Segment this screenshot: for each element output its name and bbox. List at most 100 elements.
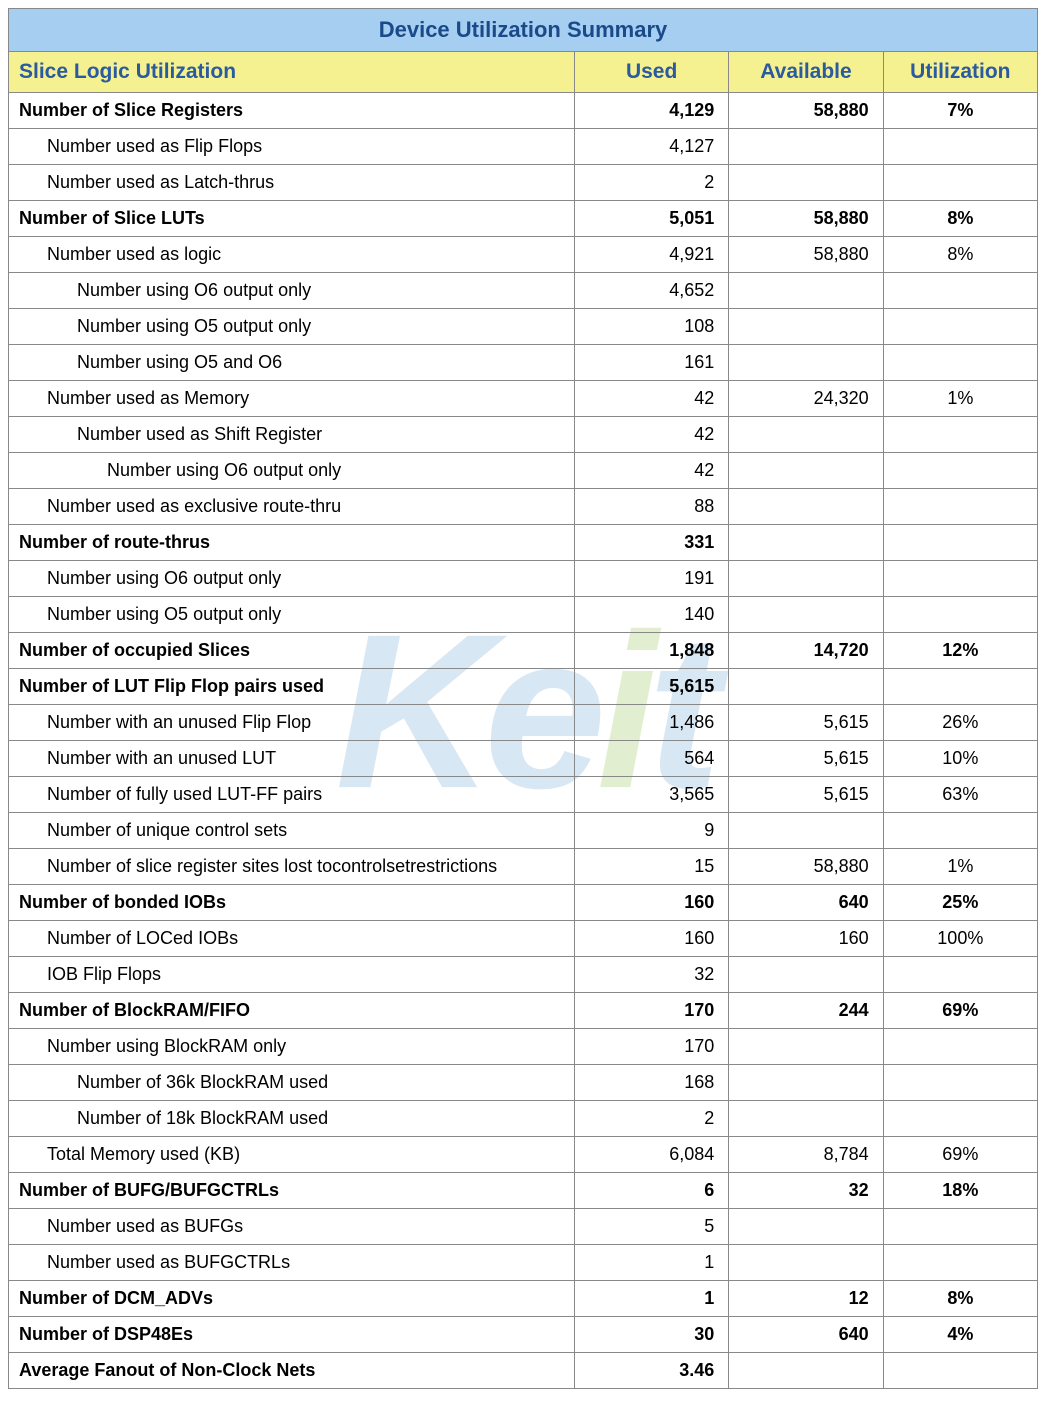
row-available: [729, 597, 883, 633]
row-used: 15: [574, 849, 728, 885]
row-label: Number used as logic: [9, 237, 575, 273]
row-utilization: [883, 345, 1037, 381]
row-available: [729, 129, 883, 165]
row-available: [729, 1209, 883, 1245]
row-utilization: [883, 1209, 1037, 1245]
row-utilization: [883, 489, 1037, 525]
row-utilization: [883, 1245, 1037, 1281]
row-label: Number of BUFG/BUFGCTRLs: [9, 1173, 575, 1209]
table-row: Number using O6 output only191: [9, 561, 1038, 597]
row-available: 5,615: [729, 741, 883, 777]
row-used: 4,127: [574, 129, 728, 165]
row-label: Number of BlockRAM/FIFO: [9, 993, 575, 1029]
table-row: Number using O5 output only108: [9, 309, 1038, 345]
row-utilization: [883, 309, 1037, 345]
table-row: Number with an unused Flip Flop1,4865,61…: [9, 705, 1038, 741]
row-used: 331: [574, 525, 728, 561]
row-available: 14,720: [729, 633, 883, 669]
row-available: 24,320: [729, 381, 883, 417]
row-utilization: 12%: [883, 633, 1037, 669]
row-available: 640: [729, 1317, 883, 1353]
table-row: Number of BlockRAM/FIFO17024469%: [9, 993, 1038, 1029]
row-label: Number of Slice LUTs: [9, 201, 575, 237]
row-utilization: 25%: [883, 885, 1037, 921]
utilization-summary-table: Device Utilization Summary Slice Logic U…: [8, 8, 1038, 1389]
row-used: 2: [574, 1101, 728, 1137]
row-available: [729, 561, 883, 597]
row-utilization: 10%: [883, 741, 1037, 777]
row-available: 160: [729, 921, 883, 957]
row-utilization: [883, 561, 1037, 597]
row-available: [729, 1353, 883, 1389]
row-available: [729, 957, 883, 993]
col-header-available: Available: [729, 52, 883, 93]
row-used: 3,565: [574, 777, 728, 813]
table-row: Average Fanout of Non-Clock Nets3.46: [9, 1353, 1038, 1389]
row-used: 4,921: [574, 237, 728, 273]
row-available: 640: [729, 885, 883, 921]
row-available: [729, 813, 883, 849]
row-label: Number used as Memory: [9, 381, 575, 417]
row-available: 8,784: [729, 1137, 883, 1173]
table-row: Number used as Shift Register42: [9, 417, 1038, 453]
table-row: Number used as exclusive route-thru88: [9, 489, 1038, 525]
row-label: IOB Flip Flops: [9, 957, 575, 993]
row-available: 58,880: [729, 93, 883, 129]
table-row: Number of DSP48Es306404%: [9, 1317, 1038, 1353]
row-used: 1: [574, 1281, 728, 1317]
row-label: Number used as Latch-thrus: [9, 165, 575, 201]
row-used: 5: [574, 1209, 728, 1245]
row-label: Number of 36k BlockRAM used: [9, 1065, 575, 1101]
row-label: Number used as BUFGCTRLs: [9, 1245, 575, 1281]
col-header-label: Slice Logic Utilization: [9, 52, 575, 93]
row-utilization: [883, 525, 1037, 561]
row-utilization: [883, 273, 1037, 309]
row-label: Number of DCM_ADVs: [9, 1281, 575, 1317]
row-used: 5,051: [574, 201, 728, 237]
row-used: 160: [574, 921, 728, 957]
row-used: 6: [574, 1173, 728, 1209]
row-available: 32: [729, 1173, 883, 1209]
table-row: Number of BUFG/BUFGCTRLs63218%: [9, 1173, 1038, 1209]
table-row: Number of Slice Registers4,12958,8807%: [9, 93, 1038, 129]
row-available: [729, 1065, 883, 1101]
row-label: Number with an unused Flip Flop: [9, 705, 575, 741]
row-utilization: 1%: [883, 381, 1037, 417]
table-row: Number of LOCed IOBs160160100%: [9, 921, 1038, 957]
row-available: 5,615: [729, 705, 883, 741]
row-used: 140: [574, 597, 728, 633]
row-available: [729, 489, 883, 525]
row-used: 160: [574, 885, 728, 921]
row-available: [729, 453, 883, 489]
table-row: Number of 36k BlockRAM used168: [9, 1065, 1038, 1101]
row-label: Number using BlockRAM only: [9, 1029, 575, 1065]
table-row: Total Memory used (KB)6,0848,78469%: [9, 1137, 1038, 1173]
row-label: Number using O6 output only: [9, 453, 575, 489]
table-row: Number of fully used LUT-FF pairs3,5655,…: [9, 777, 1038, 813]
row-available: [729, 669, 883, 705]
row-label: Number of unique control sets: [9, 813, 575, 849]
row-used: 3.46: [574, 1353, 728, 1389]
row-utilization: [883, 1065, 1037, 1101]
col-header-utilization: Utilization: [883, 52, 1037, 93]
row-available: [729, 345, 883, 381]
row-used: 5,615: [574, 669, 728, 705]
row-used: 170: [574, 993, 728, 1029]
row-label: Number using O6 output only: [9, 273, 575, 309]
row-utilization: [883, 597, 1037, 633]
row-utilization: 100%: [883, 921, 1037, 957]
row-available: 5,615: [729, 777, 883, 813]
row-utilization: 63%: [883, 777, 1037, 813]
table-row: Number of Slice LUTs5,05158,8808%: [9, 201, 1038, 237]
row-used: 1,848: [574, 633, 728, 669]
row-used: 9: [574, 813, 728, 849]
row-used: 30: [574, 1317, 728, 1353]
row-label: Number of LUT Flip Flop pairs used: [9, 669, 575, 705]
row-utilization: 4%: [883, 1317, 1037, 1353]
table-row: Number using O6 output only4,652: [9, 273, 1038, 309]
row-used: 168: [574, 1065, 728, 1101]
row-label: Number of LOCed IOBs: [9, 921, 575, 957]
table-row: Number using O5 and O6161: [9, 345, 1038, 381]
row-label: Number of 18k BlockRAM used: [9, 1101, 575, 1137]
row-available: [729, 273, 883, 309]
